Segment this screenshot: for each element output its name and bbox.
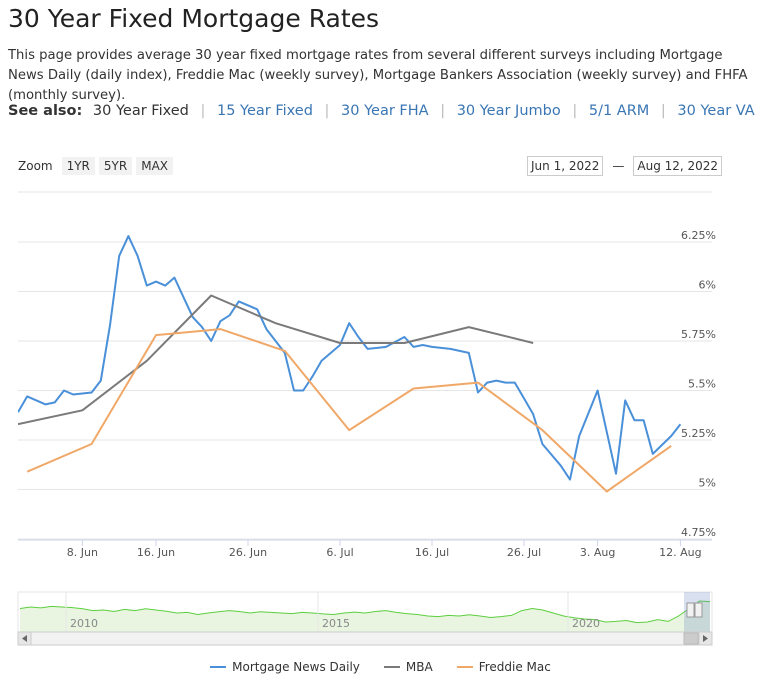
x-tick-label: 3. Aug (580, 546, 615, 559)
x-tick-label: 26. Jun (229, 546, 267, 559)
series-line-mba (18, 294, 534, 426)
date-range: Jun 1, 2022 — Aug 12, 2022 (527, 156, 723, 176)
legend-swatch-mnd (210, 666, 227, 668)
y-tick-label: 5% (699, 477, 716, 490)
chart-legend: Mortgage News Daily MBA Freddie Mac (0, 660, 761, 674)
x-tick-label: 26. Jul (507, 546, 541, 559)
rates-chart: 4.75% 5% 5.25% 5.5% 5.75% 6% 6.25% 8. Jun 16. Ju… (17, 191, 716, 646)
series-line-mortgage-news-daily (18, 235, 682, 481)
legend-swatch-mba (383, 666, 400, 668)
legend-label-freddie: Freddie Mac (478, 660, 551, 674)
x-tick-label: 6. Jul (326, 546, 353, 559)
y-tick-label: 5.75% (681, 328, 716, 341)
link-30-year-va[interactable]: 30 Year VA (677, 103, 755, 119)
legend-item-mba[interactable]: MBA (383, 660, 433, 674)
separator: | (324, 103, 330, 119)
y-tick-label: 6% (699, 279, 716, 292)
date-range-dash: — (612, 159, 625, 173)
legend-item-mnd[interactable]: Mortgage News Daily (210, 660, 360, 674)
see-also-current: 30 Year Fixed (92, 103, 189, 119)
page-title: 30 Year Fixed Mortgage Rates (8, 4, 380, 33)
zoom-label: Zoom (18, 159, 53, 173)
x-tick-label: 12. Aug (659, 546, 701, 559)
see-also-nav: See also: 30 Year Fixed | 15 Year Fixed … (8, 103, 755, 119)
legend-label-mba: MBA (405, 660, 433, 674)
legend-swatch-freddie (456, 666, 473, 668)
x-tick-label: 8. Jun (67, 546, 98, 559)
separator: | (440, 103, 446, 119)
link-5-1-arm[interactable]: 5/1 ARM (588, 103, 650, 119)
separator: | (200, 103, 206, 119)
navigator-handle-right[interactable] (694, 602, 703, 618)
separator: | (660, 103, 666, 119)
navigator-year-label: 2010 (70, 617, 98, 630)
see-also-label: See also: (8, 103, 83, 119)
date-from-input[interactable]: Jun 1, 2022 (527, 156, 604, 176)
y-tick-label: 5.5% (688, 378, 716, 391)
x-tick-label: 16. Jun (137, 546, 175, 559)
legend-item-freddie[interactable]: Freddie Mac (456, 660, 551, 674)
zoom-max-button[interactable]: MAX (136, 157, 174, 175)
y-tick-label: 4.75% (681, 526, 716, 539)
link-30-year-fha[interactable]: 30 Year FHA (341, 103, 429, 119)
zoom-controls: Zoom 1YR 5YR MAX (18, 157, 174, 175)
link-30-year-jumbo[interactable]: 30 Year Jumbo (456, 103, 561, 119)
navigator-scrollbar (17, 631, 713, 646)
navigator-line (19, 600, 711, 624)
navigator-year-label: 2020 (572, 617, 600, 630)
navigator-handle-left[interactable] (686, 602, 695, 618)
zoom-5yr-button[interactable]: 5YR (98, 157, 133, 175)
page-description: This page provides average 30 year fixed… (8, 48, 748, 103)
navigator-area (20, 601, 710, 632)
link-15-year-fixed[interactable]: 15 Year Fixed (216, 103, 313, 119)
separator: | (572, 103, 578, 119)
date-to-input[interactable]: Aug 12, 2022 (633, 156, 723, 176)
scroll-left-arrow-icon (22, 635, 27, 642)
legend-label-mnd: Mortgage News Daily (232, 660, 360, 674)
series-line-freddie-mac (26, 328, 672, 493)
y-tick-label: 5.25% (681, 427, 716, 440)
scroll-right-arrow-icon (703, 635, 708, 642)
y-tick-label: 6.25% (681, 229, 716, 242)
navigator-year-label: 2015 (322, 617, 350, 630)
x-tick-label: 16. Jul (415, 546, 449, 559)
scrollbar-thumb[interactable] (683, 632, 699, 645)
zoom-1yr-button[interactable]: 1YR (61, 157, 95, 175)
